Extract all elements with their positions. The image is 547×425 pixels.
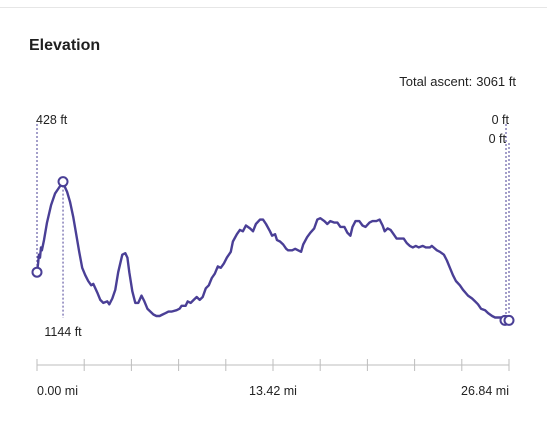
start-marker-label: 428 ft <box>36 113 68 127</box>
start-marker-dot[interactable] <box>31 266 43 278</box>
end-marker-label-2: 0 ft <box>489 132 507 146</box>
total-ascent-value: 3061 ft <box>476 74 516 89</box>
x-tick-label: 13.42 mi <box>249 384 297 398</box>
total-ascent-label: Total ascent: <box>399 74 473 89</box>
top-divider <box>0 7 547 8</box>
marker-layer <box>36 124 510 321</box>
peak-marker-label: 1144 ft <box>44 325 82 339</box>
x-axis: 0.00 mi 13.42 mi 26.84 mi <box>36 359 510 398</box>
chart-title: Elevation <box>29 37 101 54</box>
x-tick-label: 0.00 mi <box>37 384 78 398</box>
elevation-line[interactable] <box>35 180 511 322</box>
marker-dots <box>31 176 515 326</box>
peak-marker-dot[interactable] <box>57 176 69 188</box>
total-ascent: Total ascent: 3061 ft <box>399 74 516 89</box>
end-marker-dot-2[interactable] <box>503 314 515 326</box>
x-tick-label: 26.84 mi <box>461 384 509 398</box>
end-marker-label: 0 ft <box>492 113 510 127</box>
